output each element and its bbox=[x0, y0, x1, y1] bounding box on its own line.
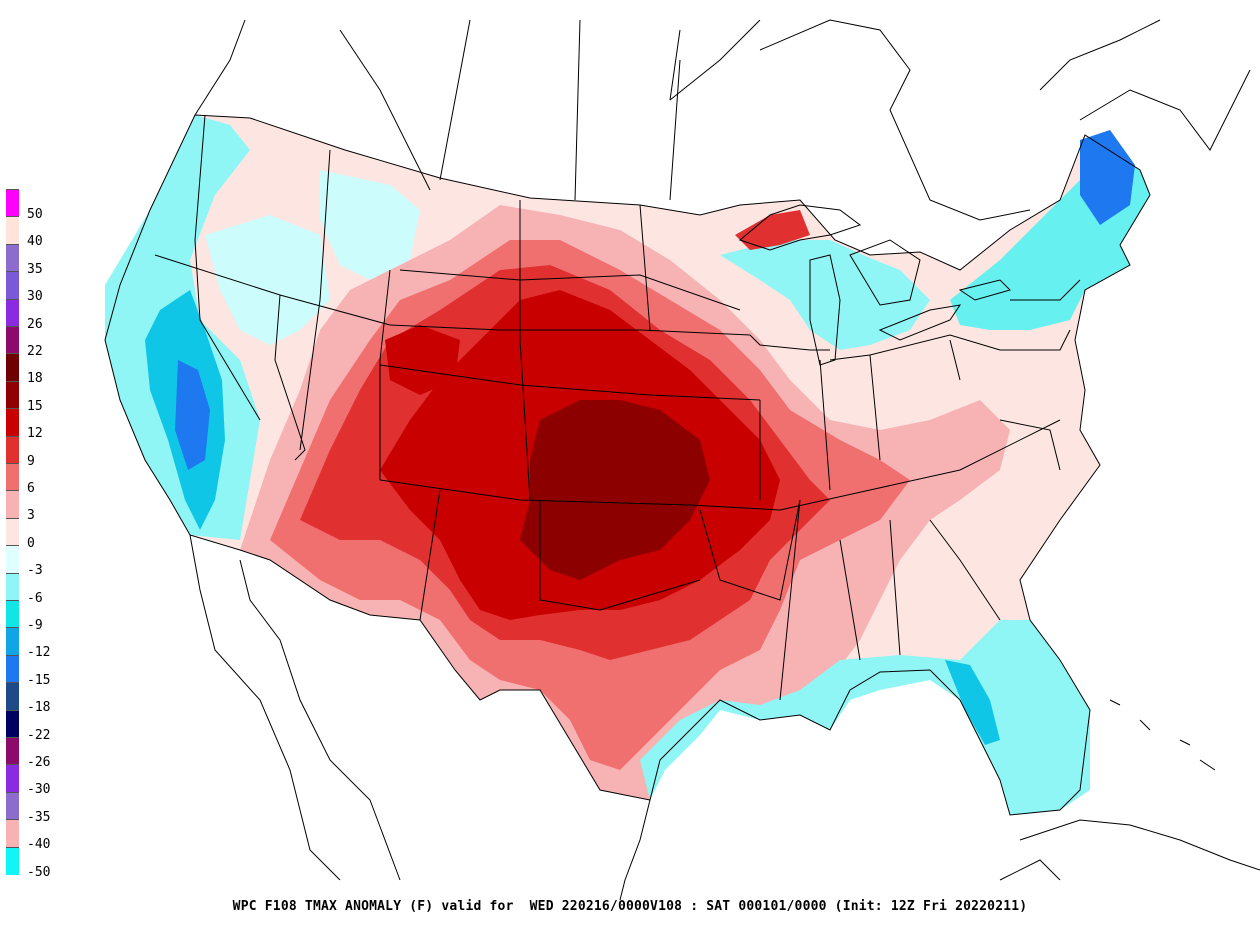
cuba-coast bbox=[999, 819, 1260, 881]
lake-huron bbox=[849, 239, 921, 306]
quebec-coast bbox=[1039, 19, 1251, 151]
legend-swatch bbox=[6, 682, 19, 711]
legend-label: 22 bbox=[27, 344, 43, 359]
legend-label: -35 bbox=[27, 809, 51, 825]
legend-swatch bbox=[6, 326, 19, 355]
legend-label: -40 bbox=[27, 837, 51, 853]
legend-swatch bbox=[6, 298, 19, 327]
legend-swatch bbox=[6, 572, 19, 601]
legend-label: 50 bbox=[27, 207, 43, 222]
legend-label: 15 bbox=[27, 398, 43, 414]
legend-label: -3 bbox=[27, 563, 43, 579]
legend-swatch bbox=[6, 600, 19, 629]
legend-label: -12 bbox=[27, 645, 51, 661]
legend-swatch bbox=[6, 408, 19, 437]
upper-michigan-warm bbox=[735, 210, 810, 250]
legend-swatch bbox=[6, 791, 19, 821]
basin-cold-patch bbox=[205, 215, 330, 345]
legend-label: 0 bbox=[27, 535, 35, 551]
legend-label: -6 bbox=[27, 590, 43, 606]
lake-ontario bbox=[958, 279, 1011, 301]
canada-border-west bbox=[194, 19, 246, 116]
legend-swatch bbox=[6, 764, 19, 793]
legend-swatch bbox=[6, 353, 19, 382]
legend-swatch bbox=[6, 243, 19, 273]
warm-extreme-core bbox=[520, 400, 710, 580]
legend-label: 40 bbox=[27, 234, 43, 250]
legend-label: 3 bbox=[27, 508, 35, 524]
mexico-baja bbox=[189, 534, 401, 881]
lake-michigan bbox=[809, 254, 841, 366]
legend-swatch bbox=[6, 490, 19, 519]
boundaries bbox=[104, 19, 1260, 900]
legend-label: 18 bbox=[27, 371, 43, 387]
legend-swatch bbox=[6, 435, 19, 464]
legend-label: -30 bbox=[27, 782, 51, 798]
california-deep-cold bbox=[175, 360, 210, 470]
legend-swatch bbox=[6, 216, 19, 245]
legend-swatch bbox=[6, 380, 19, 410]
legend-label: 12 bbox=[27, 426, 43, 442]
anomaly-map bbox=[104, 19, 1260, 900]
intermountain-cold-patch bbox=[320, 170, 420, 280]
legend-swatch bbox=[6, 271, 19, 300]
legend-label: -50 bbox=[27, 864, 51, 880]
lake-erie bbox=[878, 304, 962, 341]
legend-label: 6 bbox=[27, 481, 35, 496]
hudson-coast bbox=[669, 19, 1031, 221]
legend-swatch bbox=[6, 709, 19, 738]
maine-deep-cold bbox=[1080, 130, 1135, 225]
legend-swatch bbox=[6, 654, 19, 684]
great-lakes-cold bbox=[720, 240, 930, 350]
rockies-warm-patch bbox=[385, 325, 460, 395]
lake-superior bbox=[738, 204, 862, 251]
state-borders bbox=[154, 114, 1081, 701]
legend-label: 26 bbox=[27, 316, 43, 332]
legend-label: -26 bbox=[27, 755, 51, 770]
legend-label: -22 bbox=[27, 727, 51, 743]
canada-lines bbox=[339, 19, 681, 201]
legend-label: 35 bbox=[27, 261, 43, 277]
legend-swatch bbox=[6, 846, 19, 875]
legend-swatch bbox=[6, 545, 19, 574]
anomaly-fields bbox=[105, 115, 1150, 815]
legend-swatch bbox=[6, 189, 19, 218]
legend-label: 30 bbox=[27, 289, 43, 305]
legend-swatch bbox=[6, 819, 19, 848]
legend-swatch bbox=[6, 463, 19, 492]
legend-label: -9 bbox=[27, 618, 43, 633]
legend-label: 9 bbox=[27, 453, 35, 469]
gulf-coast-cold bbox=[640, 620, 1090, 815]
legend-swatch bbox=[6, 737, 19, 766]
florida-cold-core bbox=[945, 660, 1000, 745]
legend-swatch bbox=[6, 517, 19, 547]
map-caption: WPC F108 TMAX ANOMALY (F) valid for WED … bbox=[232, 899, 1028, 914]
bahamas bbox=[1109, 699, 1216, 771]
legend-label: -18 bbox=[27, 700, 51, 716]
us-outline bbox=[104, 114, 1151, 816]
legend-swatch bbox=[6, 627, 19, 656]
legend-label: -15 bbox=[27, 672, 51, 688]
mexico-gulf bbox=[619, 799, 651, 900]
